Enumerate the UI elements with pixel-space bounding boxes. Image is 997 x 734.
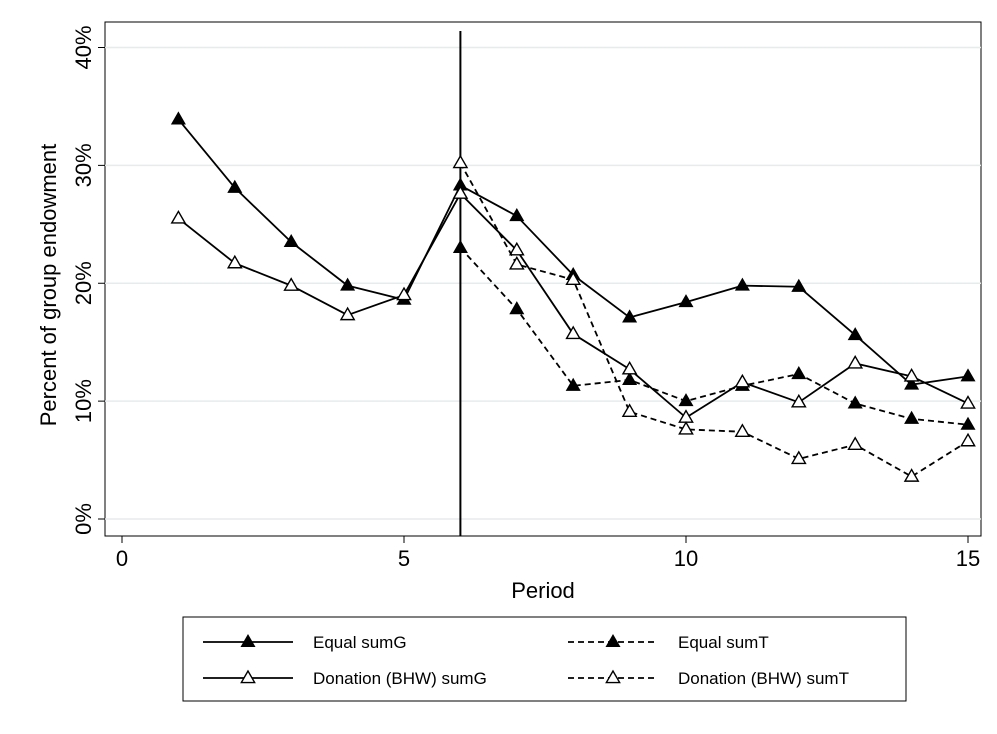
data-point-marker	[960, 416, 976, 430]
data-point-marker	[340, 277, 356, 291]
y-axis-title: Percent of group endowment	[36, 144, 61, 427]
data-point-marker	[790, 450, 807, 465]
legend-label: Donation (BHW) sumG	[313, 669, 487, 688]
data-point-marker	[847, 355, 864, 369]
legend-box	[182, 616, 907, 702]
data-point-marker	[791, 278, 807, 292]
data-point-marker	[565, 377, 581, 391]
data-point-marker	[621, 360, 638, 375]
legend-marker	[605, 633, 621, 648]
legend-label: Equal sumG	[313, 633, 407, 652]
data-point-marker	[678, 294, 694, 308]
data-point-marker	[508, 255, 525, 270]
data-point-marker	[903, 468, 920, 482]
y-tick-label: 0%	[71, 503, 96, 535]
data-point-marker	[622, 371, 638, 385]
data-point-marker	[452, 239, 468, 253]
y-tick-label: 30%	[71, 143, 96, 187]
data-point-marker	[734, 423, 751, 438]
series-group	[170, 111, 976, 482]
data-point-marker	[396, 286, 412, 301]
y-tick-label: 40%	[71, 25, 96, 69]
series-line	[459, 247, 969, 426]
data-point-marker	[622, 309, 638, 323]
data-point-marker	[452, 154, 469, 169]
data-point-marker	[791, 366, 807, 380]
data-point-marker	[960, 432, 976, 447]
legend-marker	[240, 669, 256, 684]
data-point-marker	[790, 393, 807, 408]
data-point-marker	[509, 208, 525, 222]
legend-marker	[240, 633, 256, 648]
plot-area	[104, 21, 982, 537]
legend: Equal sumG Equal sumT Donation (BHW) sumG D…	[182, 616, 907, 702]
data-point-marker	[565, 325, 582, 340]
data-point-marker	[283, 277, 300, 291]
legend-label: Equal sumT	[678, 633, 769, 652]
x-axis-title: Period	[511, 578, 575, 603]
data-point-marker	[170, 111, 186, 125]
y-tick-label: 20%	[71, 261, 96, 305]
data-point-marker	[170, 210, 187, 224]
series-donation-bhw-sumg	[170, 185, 976, 423]
data-point-marker	[226, 254, 243, 269]
data-point-marker	[734, 373, 751, 388]
legend-item: Equal sumG	[203, 633, 407, 652]
data-point-marker	[960, 395, 976, 409]
data-point-marker	[678, 421, 694, 435]
x-tick-label: 0	[116, 546, 128, 571]
data-point-marker	[508, 241, 525, 256]
data-point-marker	[734, 277, 750, 291]
data-point-marker	[339, 306, 356, 321]
x-tick-label: 15	[956, 546, 980, 571]
series-donation-bhw-sumt	[452, 154, 976, 482]
data-point-marker	[452, 185, 469, 199]
data-point-marker	[960, 368, 976, 382]
legend-item: Donation (BHW) sumT	[568, 669, 849, 688]
data-point-marker	[678, 393, 694, 407]
legend-label: Donation (BHW) sumT	[678, 669, 849, 688]
data-point-marker	[847, 436, 864, 450]
axes: 0% 10% 20% 30% 40% 0 5 10 15	[71, 25, 980, 571]
x-tick-label: 5	[398, 546, 410, 571]
data-point-marker	[847, 327, 863, 341]
grid-lines	[105, 46, 981, 520]
data-point-marker	[227, 179, 243, 193]
data-point-marker	[509, 301, 525, 315]
data-point-marker	[621, 403, 638, 417]
data-point-marker	[904, 410, 920, 424]
series-line	[459, 162, 969, 478]
data-point-marker	[847, 395, 863, 409]
data-point-marker	[903, 367, 920, 382]
series-equal-sumt	[452, 239, 976, 430]
legend-item: Donation (BHW) sumG	[203, 669, 487, 688]
y-tick-label: 10%	[71, 379, 96, 423]
legend-marker	[605, 669, 621, 684]
data-point-marker	[565, 271, 582, 285]
x-tick-label: 10	[674, 546, 698, 571]
legend-item: Equal sumT	[568, 633, 769, 652]
data-point-marker	[283, 233, 299, 248]
data-point-marker	[904, 376, 920, 390]
